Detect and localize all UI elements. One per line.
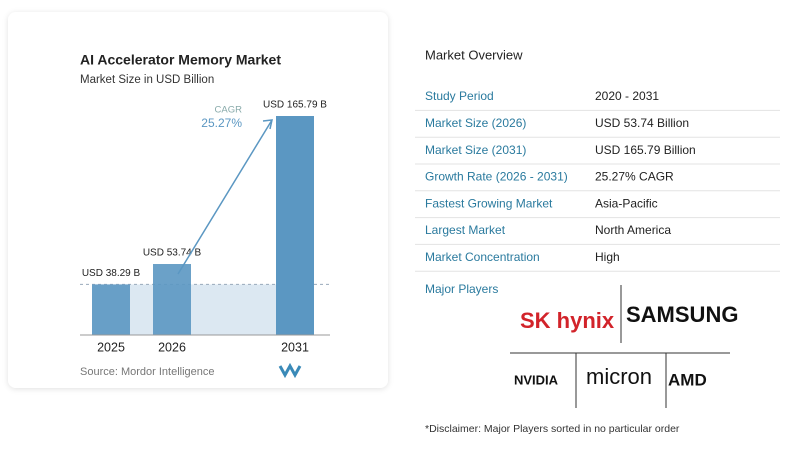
row-value: North America	[595, 223, 671, 237]
players-title: Major Players	[425, 282, 498, 296]
chart-subtitle: Market Size in USD Billion	[80, 74, 214, 86]
cagr-arrow	[177, 119, 273, 275]
player-logo: micron	[586, 364, 652, 389]
row-value: High	[595, 250, 620, 264]
row-label: Market Size (2026)	[425, 116, 526, 130]
player-logo: NVIDIA	[514, 372, 559, 387]
row-label: Study Period	[425, 89, 494, 103]
logo	[278, 362, 302, 379]
bar	[276, 116, 314, 335]
row-label: Largest Market	[425, 223, 506, 237]
player-logo: AMD	[668, 370, 707, 389]
cagr-value: 25.27%	[201, 116, 242, 130]
value-label: USD 38.29 B	[82, 268, 141, 279]
value-label: USD 165.79 B	[263, 100, 327, 111]
row-label: Growth Rate (2026 - 2031)	[425, 170, 568, 184]
row-label: Market Size (2031)	[425, 143, 526, 157]
row-label: Market Concentration	[425, 250, 540, 264]
overview-title: Market Overview	[425, 47, 523, 62]
source: Source: Mordor Intelligence	[80, 366, 215, 378]
row-value: 2020 - 2031	[595, 89, 659, 103]
row-value: 25.27% CAGR	[595, 170, 674, 184]
x-tick-label: 2031	[281, 340, 309, 354]
x-tick-label: 2026	[158, 340, 186, 354]
row-value: Asia-Pacific	[595, 196, 658, 210]
cagr-label: CAGR	[215, 105, 243, 116]
player-logo: SK hynix	[520, 308, 615, 333]
row-value: USD 165.79 Billion	[595, 143, 696, 157]
value-label: USD 53.74 B	[143, 248, 202, 259]
bar	[92, 284, 130, 335]
row-label: Fastest Growing Market	[425, 196, 553, 210]
disclaimer: *Disclaimer: Major Players sorted in no …	[425, 423, 680, 435]
bar	[153, 264, 191, 335]
x-tick-label: 2025	[97, 340, 125, 354]
player-logo: SAMSUNG	[626, 302, 738, 327]
arrow-head	[262, 119, 273, 130]
row-value: USD 53.74 Billion	[595, 116, 689, 130]
chart-title: AI Accelerator Memory Market	[80, 52, 281, 68]
